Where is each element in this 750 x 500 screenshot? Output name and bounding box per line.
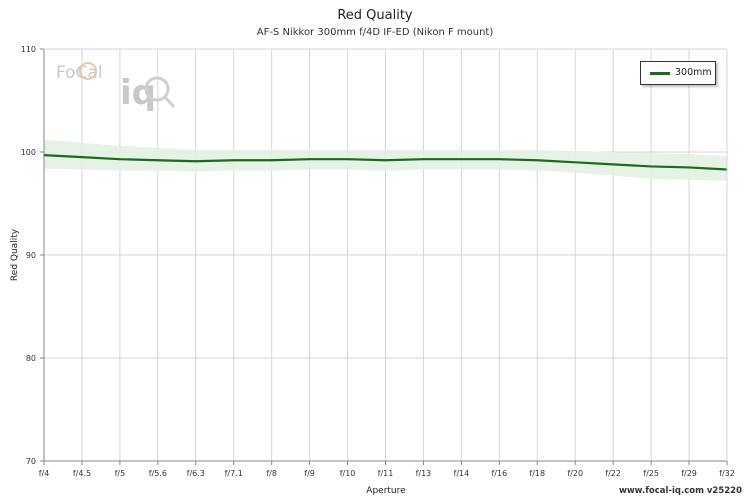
x-tick-label: f/4 bbox=[39, 469, 50, 478]
data-point bbox=[157, 159, 159, 162]
y-tick-label: 100 bbox=[21, 148, 36, 157]
x-tick-label: f/4.5 bbox=[73, 469, 91, 478]
data-point bbox=[422, 158, 425, 161]
x-tick-label: f/18 bbox=[529, 469, 545, 478]
x-tick-label: f/6.3 bbox=[187, 469, 205, 478]
data-point bbox=[460, 158, 463, 161]
x-tick-label: f/5 bbox=[115, 469, 126, 478]
chart-title: Red Quality bbox=[337, 8, 413, 23]
data-point bbox=[612, 163, 614, 166]
data-point bbox=[270, 159, 273, 162]
chart-subtitle: AF-S Nikkor 300mm f/4D IF-ED (Nikon F mo… bbox=[256, 27, 494, 38]
data-point bbox=[536, 159, 539, 162]
y-tick-label: 70 bbox=[26, 457, 36, 466]
x-tick-label: f/10 bbox=[340, 469, 356, 478]
x-tick-label: f/16 bbox=[491, 469, 507, 478]
x-tick-label: f/13 bbox=[416, 469, 432, 478]
y-axis-label: Red Quality bbox=[10, 228, 20, 281]
x-tick-label: f/20 bbox=[567, 469, 583, 478]
data-point bbox=[232, 159, 235, 162]
data-point bbox=[81, 156, 83, 158]
focal-iq-logo: FoCal iq bbox=[56, 62, 176, 113]
chart-legend: 300mm bbox=[640, 61, 716, 85]
x-tick-label: f/29 bbox=[681, 469, 697, 478]
series-layer bbox=[43, 153, 728, 171]
data-point bbox=[308, 158, 311, 161]
footer-url: www.focal-iq.com v25220 bbox=[618, 486, 742, 496]
legend-swatch-300mm bbox=[650, 72, 670, 75]
data-point bbox=[650, 165, 652, 168]
data-point bbox=[346, 158, 349, 161]
x-tick-label: f/25 bbox=[643, 469, 659, 478]
y-tick-label: 110 bbox=[21, 45, 36, 54]
y-tick-label: 80 bbox=[26, 354, 36, 363]
x-tick-label: f/8 bbox=[266, 469, 277, 478]
x-tick-label: f/32 bbox=[719, 469, 735, 478]
axis-layer: f/4 f/4.5 f/5 f/5.6 f/6.3 f/7.1 f/8 f/9 f/10 f/11… bbox=[21, 45, 735, 478]
y-tick-label: 90 bbox=[26, 251, 36, 260]
data-point bbox=[574, 161, 577, 164]
legend-label-300mm: 300mm bbox=[675, 67, 712, 78]
data-point bbox=[384, 159, 387, 162]
magnifier-icon bbox=[144, 76, 170, 102]
x-axis-label: Aperture bbox=[366, 486, 406, 496]
x-tick-label: f/9 bbox=[304, 469, 315, 478]
data-point bbox=[119, 158, 121, 161]
x-tick-label: f/14 bbox=[454, 469, 470, 478]
data-point bbox=[688, 166, 690, 169]
x-tick-label: f/11 bbox=[378, 469, 394, 478]
x-tick-label: f/22 bbox=[605, 469, 621, 478]
data-point bbox=[194, 160, 197, 163]
x-tick-label: f/5.6 bbox=[149, 469, 167, 478]
data-point bbox=[498, 158, 501, 161]
x-tick-label: f/7.1 bbox=[225, 469, 243, 478]
logo-ring-icon bbox=[79, 62, 97, 80]
